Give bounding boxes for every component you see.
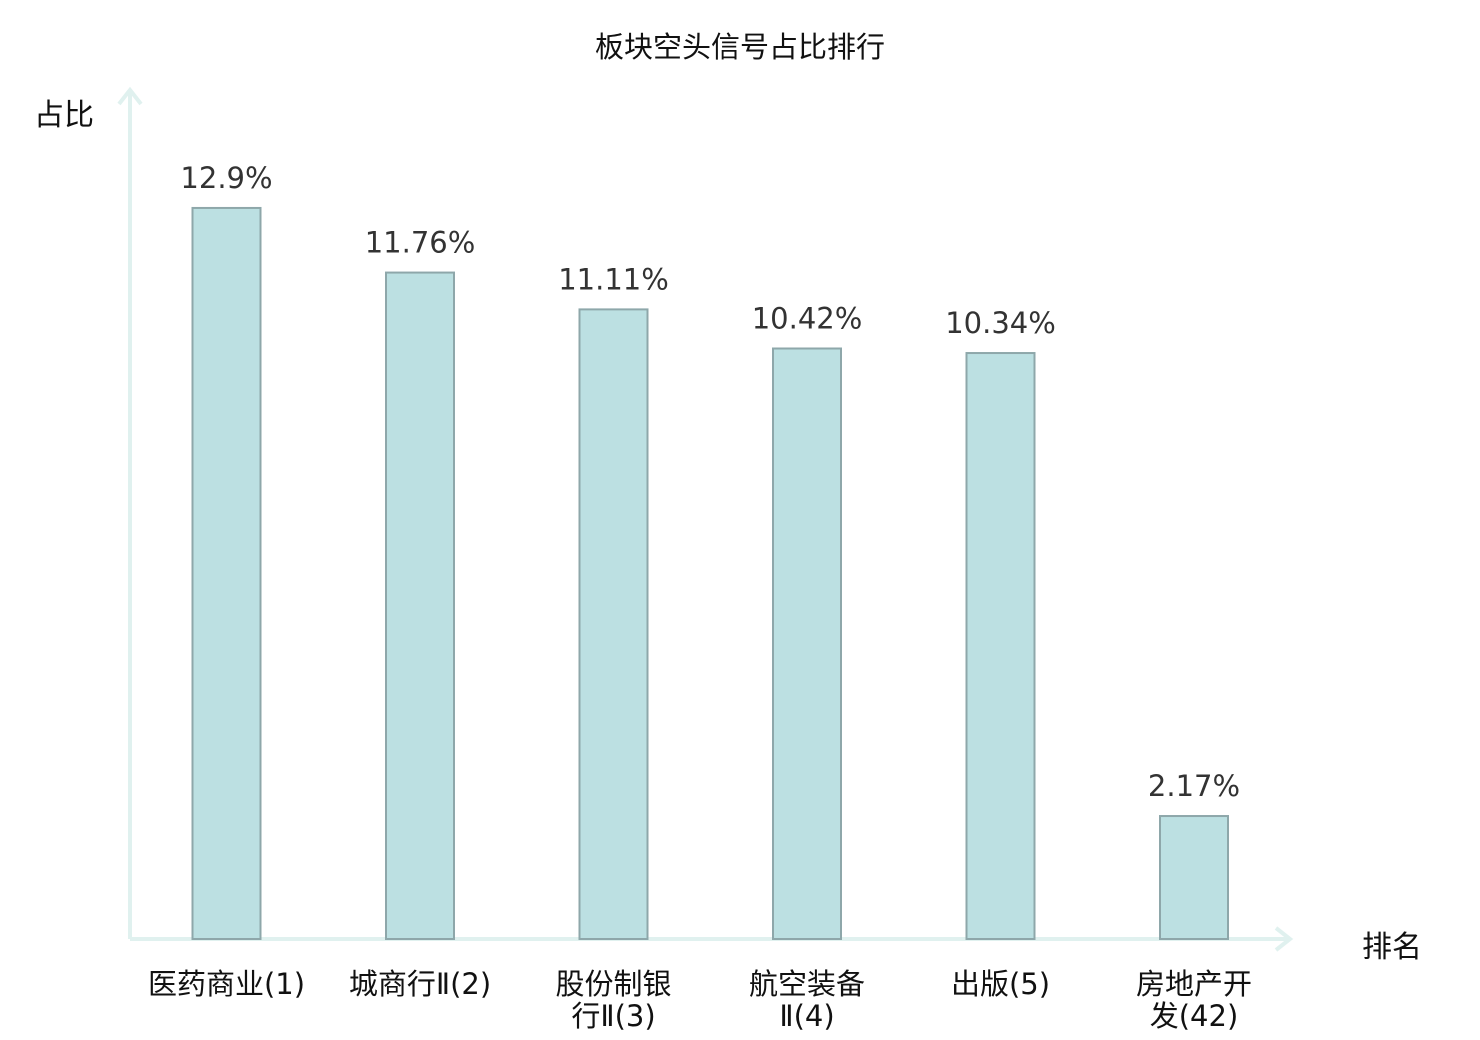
bar [578, 308, 649, 940]
tick-label: 城商行Ⅱ(2) [349, 967, 491, 1001]
tick-label: 房地产开 [1136, 967, 1252, 1001]
data-label: 11.76% [365, 226, 476, 260]
tick-label: Ⅱ(4) [779, 999, 834, 1033]
tick-label: 行Ⅱ(3) [571, 999, 655, 1033]
data-label: 10.34% [945, 306, 1056, 340]
chart-title: 板块空头信号占比排行 [594, 30, 885, 64]
bar [191, 206, 262, 941]
tick-label: 航空装备 [749, 967, 865, 1001]
tick-label: 出版(5) [951, 967, 1050, 1001]
data-label: 2.17% [1148, 769, 1240, 803]
x-axis-arrow [1274, 926, 1294, 952]
x-axis-label: 排名 [1362, 930, 1422, 965]
data-label: 10.42% [752, 301, 863, 335]
tick-label: 股份制银 [555, 967, 671, 1001]
tick-label: 发(42) [1150, 999, 1239, 1033]
y-axis-label: 占比 [34, 98, 94, 133]
bar [385, 271, 455, 940]
tick-label: 医药商业(1) [148, 967, 305, 1001]
bar [965, 352, 1036, 940]
bar [772, 347, 842, 940]
data-label: 11.11% [558, 262, 669, 296]
data-label: 12.9% [180, 161, 272, 195]
bar [1159, 815, 1229, 941]
y-axis-arrow [117, 86, 143, 106]
